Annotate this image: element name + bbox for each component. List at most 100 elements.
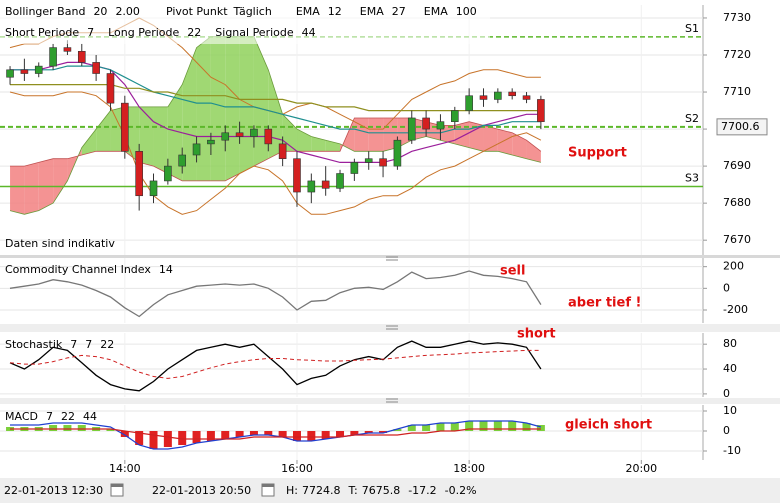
histogram-bar	[206, 431, 215, 441]
candle-body	[49, 47, 57, 67]
legend-text: 7	[46, 410, 53, 423]
histogram-bar	[278, 431, 287, 437]
legend-text: Long Periode	[108, 26, 179, 39]
cloud-segment	[24, 162, 39, 215]
cloud-segment	[469, 121, 484, 152]
legend-text: EMA	[424, 5, 448, 18]
x-tick-label: 18:00	[453, 462, 485, 475]
legend-text: -17.2	[408, 484, 436, 497]
separators	[0, 255, 780, 404]
y-tick-label: 7680	[723, 196, 751, 209]
histogram-bar	[508, 421, 517, 431]
legend-text: Täglich	[233, 5, 272, 18]
cloud-segment	[153, 106, 168, 174]
x-tick-label: 20:00	[625, 462, 657, 475]
legend-text: Signal Periode	[215, 26, 294, 39]
separator	[0, 398, 780, 404]
histogram-bar	[536, 425, 545, 431]
histogram-bar	[264, 431, 273, 435]
histogram-bar	[49, 425, 58, 431]
y-tick-label: 7730	[723, 11, 751, 24]
candle-body	[77, 50, 86, 63]
last-price-box	[716, 118, 768, 136]
line-series	[9, 349, 541, 379]
candle-body	[264, 128, 273, 145]
annotation: sell	[500, 264, 525, 279]
status-to: 22-01-2013 20:50	[152, 484, 251, 497]
histogram-bar	[364, 431, 373, 433]
histogram-bar	[422, 425, 431, 431]
candle-body	[508, 91, 516, 97]
candle-body	[164, 165, 172, 182]
candle-body	[321, 180, 330, 189]
annotation: Support	[568, 146, 627, 161]
legend-text: 7675.8	[362, 484, 401, 497]
candle-body	[121, 102, 129, 152]
cloud-segment	[38, 158, 54, 211]
x-tick-label: 16:00	[281, 462, 313, 475]
pivot-label: S1	[685, 22, 699, 35]
legend-text: EMA	[360, 5, 384, 18]
y-tick-label: 0	[723, 281, 730, 294]
calendar-icon[interactable]	[261, 483, 275, 497]
candle-body	[479, 95, 488, 100]
legend-text: 7	[85, 338, 92, 351]
cloud-segment	[526, 140, 541, 163]
candle-body	[20, 69, 29, 74]
candle-body	[379, 158, 387, 167]
histogram-bar	[249, 431, 258, 435]
y-tick-label: 7670	[723, 233, 751, 246]
legend-text: 7	[87, 26, 94, 39]
cloud-segment	[454, 121, 470, 148]
resize-handle[interactable]	[386, 256, 398, 403]
y-tick-label: 80	[723, 337, 737, 350]
y-tick-label: 40	[723, 362, 737, 375]
histogram-bar	[221, 431, 230, 439]
legend-text: 44	[302, 26, 316, 39]
candle-body	[537, 99, 545, 122]
cloud-segment	[368, 117, 384, 152]
histogram-bar	[465, 421, 474, 431]
legend-text: 2.00	[115, 5, 140, 18]
cloud-segment	[325, 140, 341, 152]
legend-text: H:	[286, 484, 298, 497]
annotation: aber tief !	[568, 296, 641, 311]
legend-text: 22	[100, 338, 114, 351]
calendar-icon[interactable]	[110, 483, 124, 497]
legend-text: 22	[187, 26, 201, 39]
cloud-segment	[81, 129, 97, 155]
histogram-bar	[450, 423, 459, 431]
candle-body	[34, 65, 43, 74]
candle-body	[106, 73, 115, 104]
status-bar	[0, 478, 780, 503]
histogram-bar	[321, 431, 330, 439]
candle-body	[235, 132, 244, 137]
histogram-bar	[307, 431, 316, 441]
line-series	[10, 117, 542, 182]
candle-body	[178, 154, 187, 167]
candle-body	[407, 117, 416, 141]
histogram-bar	[149, 431, 158, 449]
legend-text: 44	[83, 410, 97, 423]
line-series	[9, 340, 542, 392]
y-tick-label: -200	[723, 303, 748, 316]
cloud-segment	[311, 136, 326, 152]
candle-body	[494, 91, 502, 100]
cloud-segment	[497, 129, 513, 155]
candle-body	[450, 110, 459, 122]
candle-body	[465, 95, 473, 111]
histogram-bar	[436, 423, 445, 431]
histogram-bar	[479, 421, 488, 431]
cloud-segment	[210, 36, 226, 181]
y-tick-label: 200	[723, 260, 744, 273]
cloud-segment	[512, 132, 527, 159]
histogram-bar	[235, 431, 244, 437]
candle-body	[92, 62, 100, 74]
histogram-bar	[178, 431, 187, 445]
histogram-bar	[135, 431, 144, 445]
legend-text: EMA	[296, 5, 320, 18]
histogram-bar	[192, 431, 201, 443]
cloud-segment	[10, 166, 25, 215]
legend-text: 100	[456, 5, 477, 18]
legend-text: Pivot Punkt	[166, 5, 228, 18]
